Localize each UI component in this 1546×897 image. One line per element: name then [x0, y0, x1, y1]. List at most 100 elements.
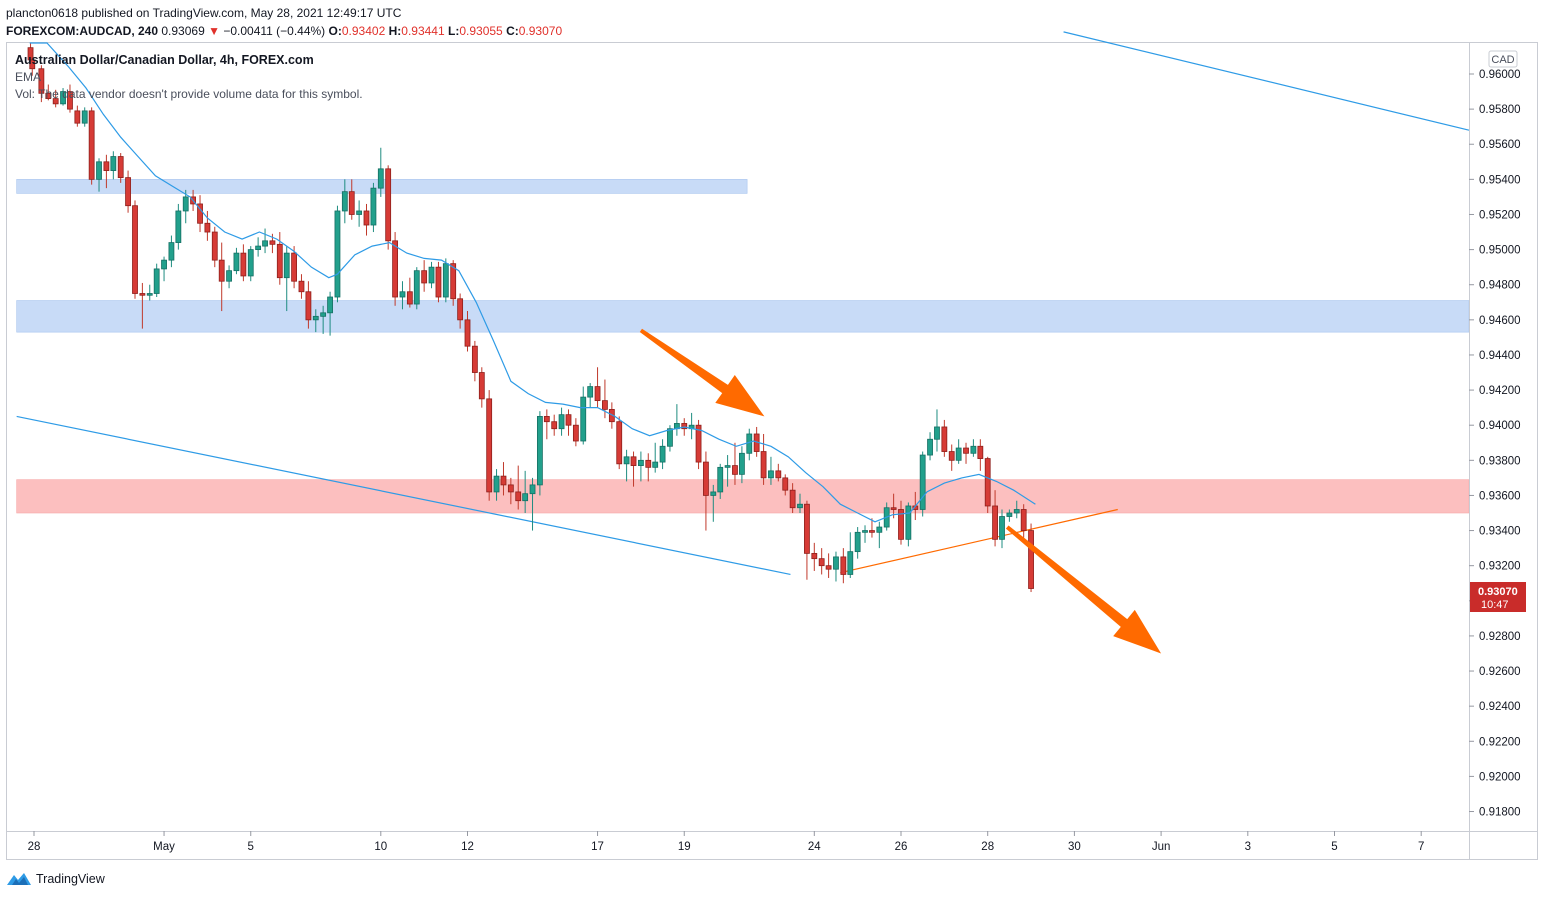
- candle-body: [247, 249, 254, 277]
- countdown-label: 10:47: [1481, 599, 1509, 611]
- candle: [471, 340, 478, 382]
- candle-body: [204, 222, 211, 233]
- price-tick-label: 0.93600: [1479, 490, 1521, 502]
- candle: [811, 542, 818, 571]
- price-tick-label: 0.92600: [1479, 666, 1521, 678]
- candle-body: [226, 270, 232, 282]
- candle-body: [88, 110, 95, 180]
- candle-body: [948, 451, 955, 461]
- candle-body: [471, 345, 478, 373]
- candle-body: [587, 386, 594, 398]
- candle: [869, 518, 875, 538]
- price-tick-label: 0.92000: [1479, 771, 1521, 783]
- time-tick-label: Jun: [1152, 841, 1171, 853]
- candle: [283, 246, 290, 312]
- high-label: H:: [388, 24, 402, 38]
- candle-body: [992, 505, 998, 540]
- candle-body: [724, 465, 731, 468]
- candle: [580, 386, 587, 445]
- legend-ema[interactable]: EMA: [15, 70, 42, 84]
- candle: [963, 442, 969, 464]
- candle: [211, 226, 218, 268]
- candle: [970, 439, 977, 457]
- candle: [739, 446, 745, 484]
- down-arrow-icon: ▼: [208, 24, 220, 38]
- candle-body: [341, 191, 348, 212]
- candle: [616, 416, 623, 470]
- candle: [218, 242, 225, 312]
- candle: [955, 439, 962, 464]
- current-price-tag: 0.93070 10:47: [1470, 582, 1526, 612]
- candle-body: [558, 414, 565, 430]
- candle-body: [291, 252, 298, 282]
- candle-body: [1013, 509, 1020, 514]
- price-tick-label: 0.96000: [1479, 69, 1521, 81]
- candle-body: [464, 319, 471, 347]
- lower-blue-zone: [16, 300, 1470, 333]
- candle: [977, 439, 984, 471]
- candle-body: [103, 161, 110, 171]
- candle: [775, 463, 782, 482]
- candle: [240, 244, 247, 282]
- candle-body: [768, 470, 774, 479]
- legend-volume-note: Vol: The data vendor doesn't provide vol…: [15, 87, 363, 101]
- candle: [594, 367, 601, 408]
- candle: [413, 267, 420, 310]
- chart-legend: Australian Dollar/Canadian Dollar, 4h, F…: [15, 52, 363, 103]
- price-tick-label: 0.93400: [1479, 526, 1521, 538]
- candle-body: [305, 291, 312, 321]
- candle: [435, 261, 442, 303]
- candle-body: [797, 503, 803, 509]
- price-tick-label: 0.95400: [1479, 174, 1521, 186]
- price-tick-label: 0.95000: [1479, 245, 1521, 257]
- candle: [233, 247, 240, 275]
- candle-body: [392, 240, 399, 298]
- time-tick-label: 3: [1245, 841, 1251, 853]
- price-tick-label: 0.95600: [1479, 139, 1521, 151]
- candle: [139, 282, 146, 329]
- candle-body: [572, 424, 579, 442]
- candle-body: [862, 530, 868, 533]
- candle-body: [905, 505, 912, 540]
- candle: [88, 107, 95, 185]
- candle: [927, 432, 933, 461]
- candle: [442, 258, 449, 303]
- legend-symbol-title: Australian Dollar/Canadian Dollar, 4h, F…: [15, 53, 314, 67]
- candle: [204, 210, 211, 241]
- candle: [125, 170, 131, 213]
- candle-body: [977, 445, 984, 459]
- candle: [941, 419, 948, 457]
- footer-branding[interactable]: TradingView: [6, 870, 105, 888]
- candle-body: [153, 268, 160, 294]
- candle: [551, 414, 558, 436]
- candle-body: [869, 530, 875, 533]
- candle-body: [984, 458, 991, 507]
- candle-body: [507, 484, 514, 493]
- time-tick-label: 28: [28, 841, 41, 853]
- symbol-quote-line: FOREXCOM:AUDCAD, 240 0.93069 ▼ −0.00411 …: [6, 22, 562, 40]
- time-tick-label: May: [153, 841, 175, 853]
- candle-body: [197, 203, 203, 224]
- candle-body: [38, 68, 45, 94]
- time-tick-label: 26: [895, 841, 908, 853]
- candle: [29, 52, 36, 76]
- candle: [695, 419, 702, 470]
- candle: [175, 203, 182, 250]
- chart-frame[interactable]: [6, 42, 1538, 860]
- price-tick-label: 0.92200: [1479, 736, 1521, 748]
- time-tick-label: 7: [1418, 841, 1424, 853]
- candle-body: [370, 187, 377, 226]
- price-tick-label: 0.95200: [1479, 209, 1521, 221]
- candle-body: [493, 475, 500, 493]
- candle: [341, 179, 348, 224]
- candle: [732, 442, 738, 485]
- candle: [428, 261, 435, 289]
- candle-body: [283, 252, 290, 279]
- candle: [999, 509, 1005, 549]
- price-tick-label: 0.91800: [1479, 807, 1521, 819]
- candle: [703, 451, 709, 531]
- currency-badge[interactable]: CAD: [1488, 50, 1518, 68]
- candle-body: [775, 470, 782, 479]
- candle-body: [999, 516, 1005, 540]
